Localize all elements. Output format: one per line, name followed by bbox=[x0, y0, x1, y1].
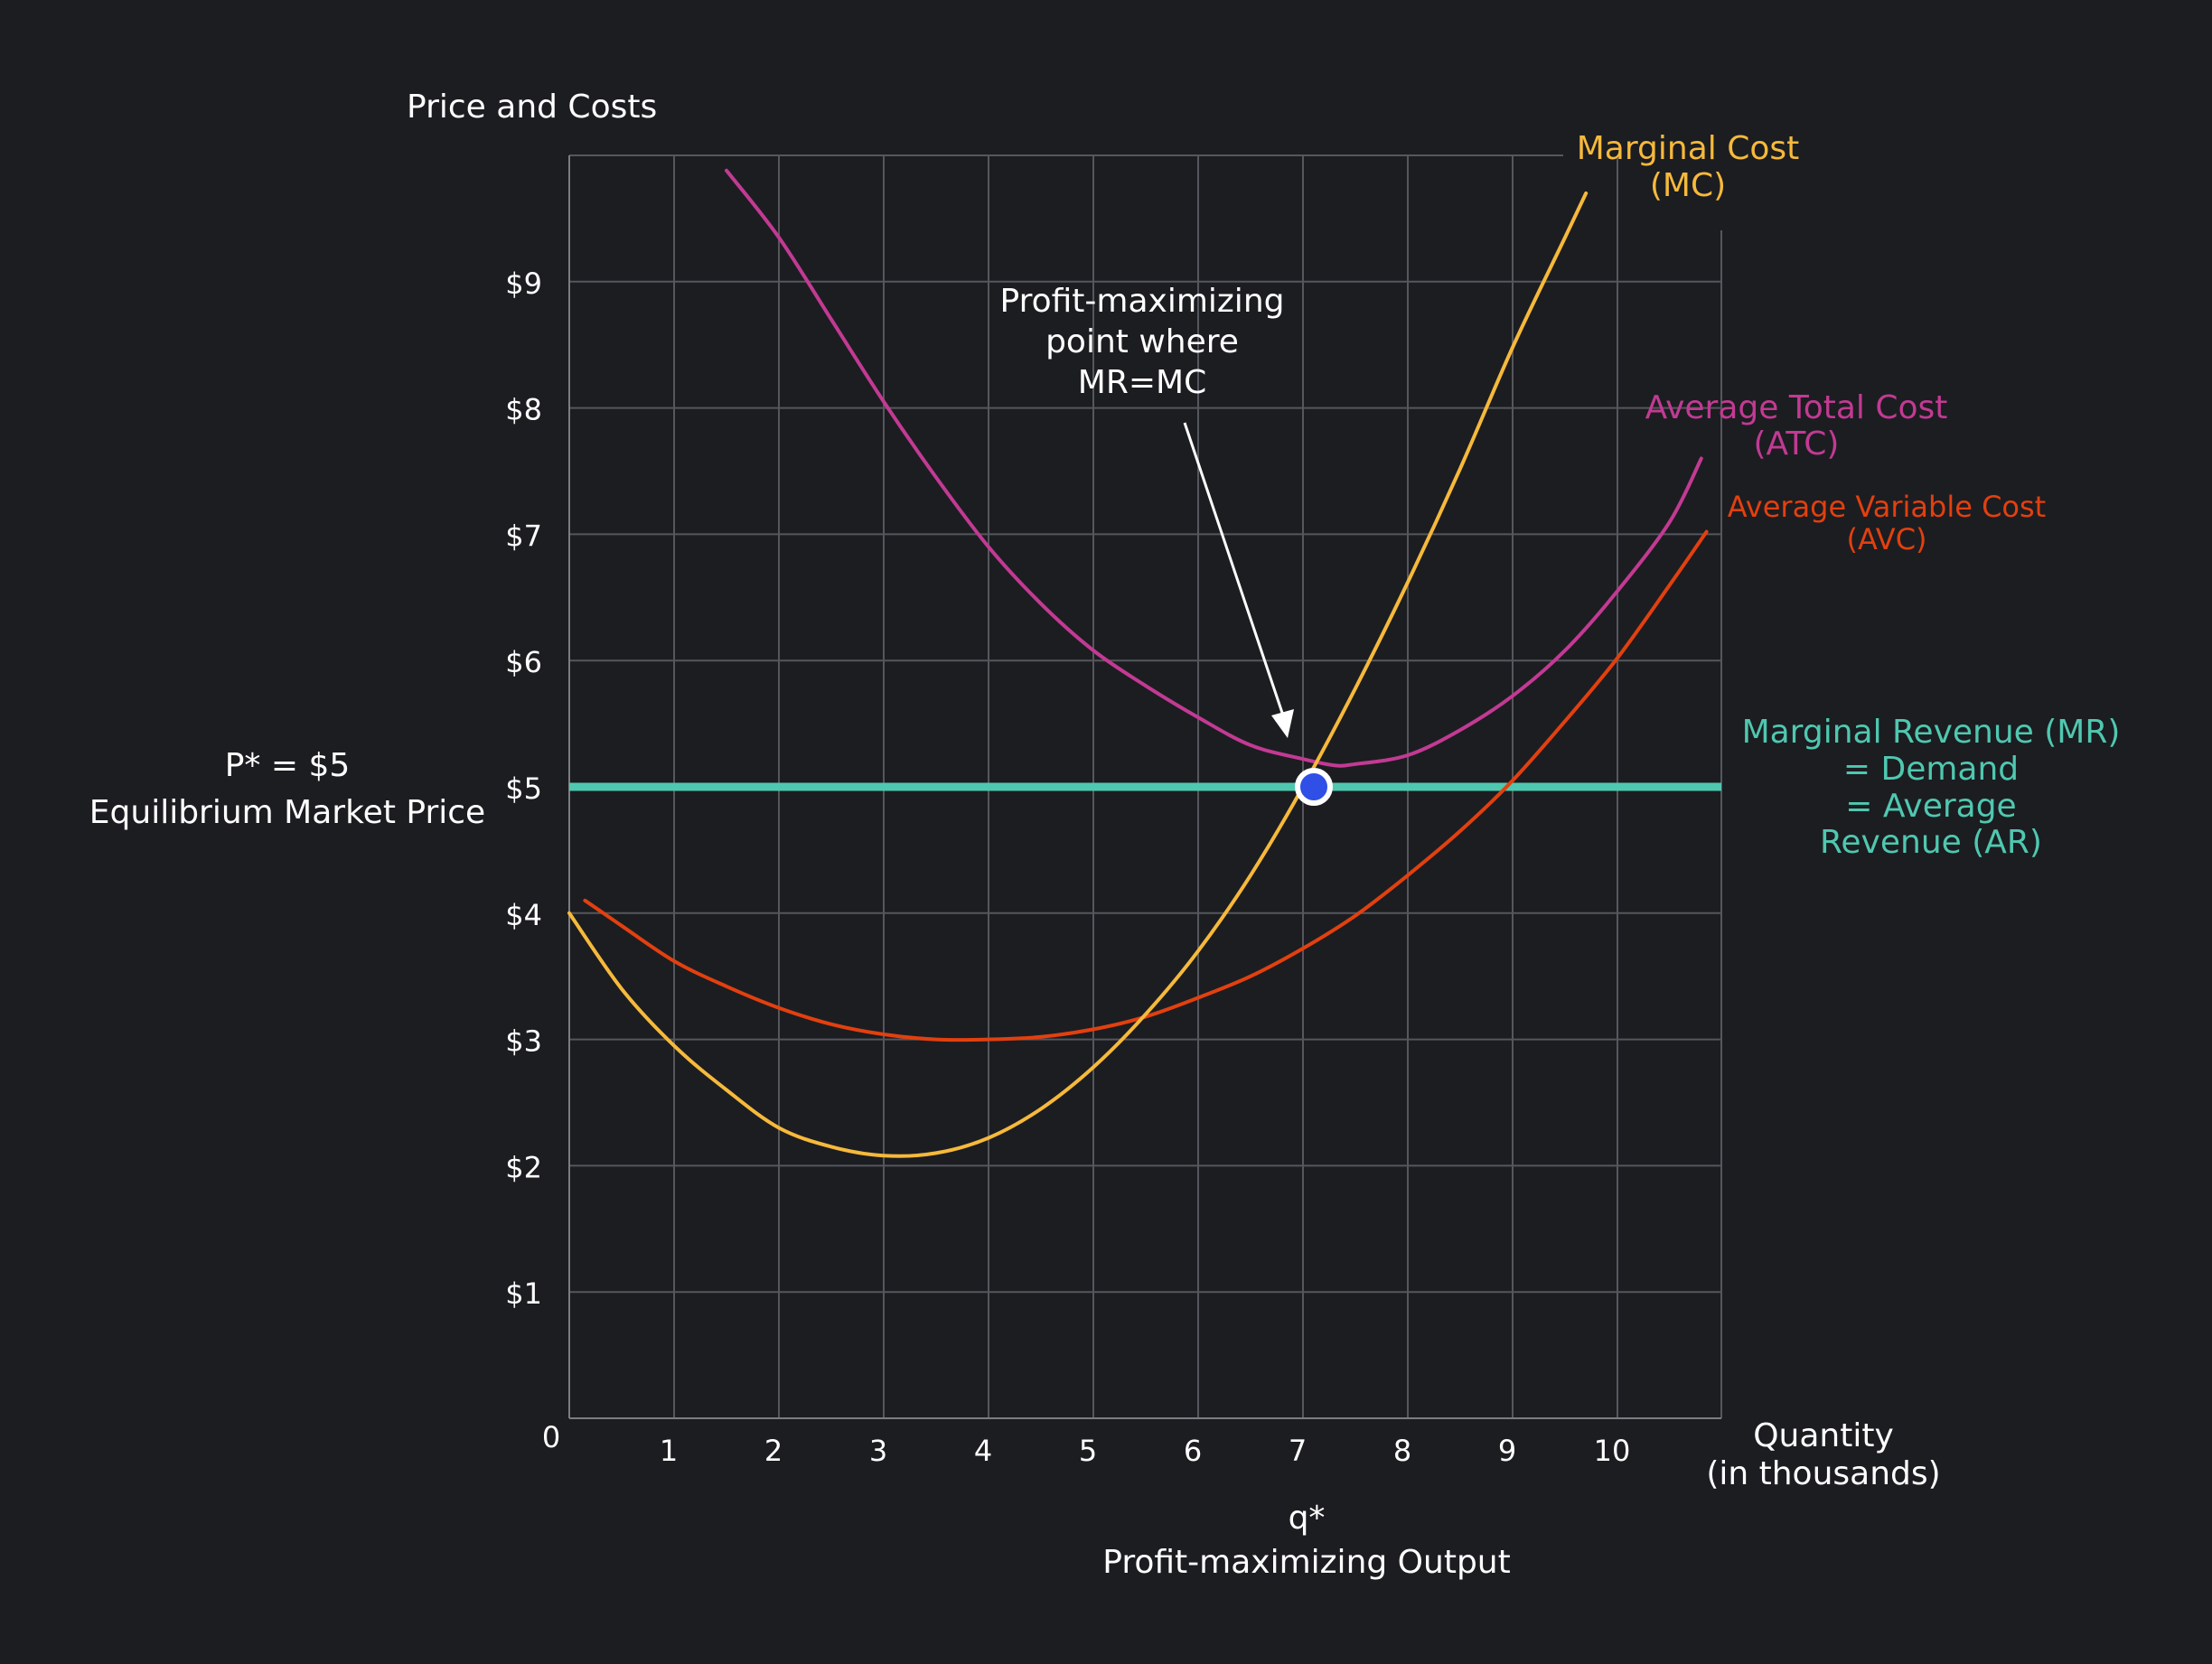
avc-label-line-1: Average Variable Cost bbox=[1728, 490, 2046, 524]
mc-label-line-2: (MC) bbox=[1650, 167, 1726, 204]
mr-label: Marginal Revenue (MR) = Demand = Average… bbox=[1742, 714, 2121, 861]
mr-label-line-1: Marginal Revenue (MR) bbox=[1742, 714, 2121, 751]
profit-point-line-1: Profit-maximizing bbox=[1000, 283, 1285, 320]
x-tick-label-3: 3 bbox=[869, 1434, 887, 1468]
mr-label-line-3: = Average bbox=[1845, 788, 2016, 825]
quantity-annotation: q* Profit-maximizing Output bbox=[1102, 1500, 1510, 1581]
x-tick-label-5: 5 bbox=[1079, 1434, 1097, 1468]
x-tick-label-8: 8 bbox=[1393, 1434, 1411, 1468]
avc-line bbox=[583, 529, 1709, 1042]
series-layer bbox=[567, 168, 1721, 1158]
avc-label-line-2: (AVC) bbox=[1846, 522, 1926, 556]
x-tick-label-10: 10 bbox=[1594, 1434, 1631, 1468]
price-annotation-line-2: Equilibrium Market Price bbox=[89, 794, 485, 831]
atc-label-line-1: Average Total Cost bbox=[1645, 389, 1948, 426]
origin-label: 0 bbox=[542, 1420, 560, 1454]
mr-label-line-2: = Demand bbox=[1843, 751, 2019, 788]
profit-point-line-2: point where bbox=[1045, 323, 1239, 360]
profit-point-annotation: Profit-maximizing point where MR=MC bbox=[1000, 283, 1285, 401]
y-tick-label-3: $3 bbox=[505, 1024, 542, 1059]
atc-label: Average Total Cost (ATC) bbox=[1645, 389, 1948, 463]
tick-labels: 1 2 3 4 5 6 7 8 9 10 $1 $2 $3 $4 $5 $6 $7 $8 $9 bbox=[505, 266, 1630, 1468]
y-tick-label-8: $8 bbox=[505, 393, 542, 427]
x-tick-label-6: 6 bbox=[1184, 1434, 1202, 1468]
y-axis-title: Price and Costs bbox=[407, 89, 657, 126]
x-axis-title: Quantity bbox=[1753, 1417, 1894, 1454]
price-annotation-line-1: P* = $5 bbox=[225, 747, 351, 784]
profit-point-line-3: MR=MC bbox=[1078, 364, 1206, 401]
y-tick-label-6: $6 bbox=[505, 645, 542, 679]
atc-line bbox=[725, 168, 1703, 768]
arrow-shaft bbox=[1183, 422, 1286, 719]
mc-line bbox=[567, 191, 1589, 1158]
equilibrium-point bbox=[1295, 768, 1333, 806]
y-tick-label-9: $9 bbox=[505, 266, 542, 301]
price-annotation: P* = $5 Equilibrium Market Price bbox=[89, 747, 485, 831]
quantity-annotation-line-2: Profit-maximizing Output bbox=[1102, 1544, 1510, 1581]
mr-label-line-4: Revenue (AR) bbox=[1820, 824, 2042, 861]
x-tick-label-4: 4 bbox=[974, 1434, 992, 1468]
y-tick-label-2: $2 bbox=[505, 1150, 542, 1184]
x-tick-label-9: 9 bbox=[1498, 1434, 1516, 1468]
mc-label-line-1: Marginal Cost bbox=[1577, 130, 1800, 167]
x-tick-label-2: 2 bbox=[764, 1434, 783, 1468]
avc-label: Average Variable Cost (AVC) bbox=[1728, 490, 2046, 556]
atc-label-line-2: (ATC) bbox=[1754, 425, 1840, 463]
arrow-head-icon bbox=[1271, 709, 1294, 738]
y-tick-label-5: $5 bbox=[505, 771, 542, 806]
y-tick-label-4: $4 bbox=[505, 898, 542, 932]
quantity-annotation-line-1: q* bbox=[1289, 1500, 1326, 1537]
x-axis-subtitle: (in thousands) bbox=[1706, 1455, 1940, 1492]
mc-label: Marginal Cost (MC) bbox=[1577, 130, 1800, 204]
profit-point-arrow bbox=[1183, 422, 1294, 738]
x-tick-label-1: 1 bbox=[660, 1434, 678, 1468]
x-tick-label-7: 7 bbox=[1289, 1434, 1307, 1468]
y-tick-label-7: $7 bbox=[505, 519, 542, 553]
y-tick-label-1: $1 bbox=[505, 1276, 542, 1311]
